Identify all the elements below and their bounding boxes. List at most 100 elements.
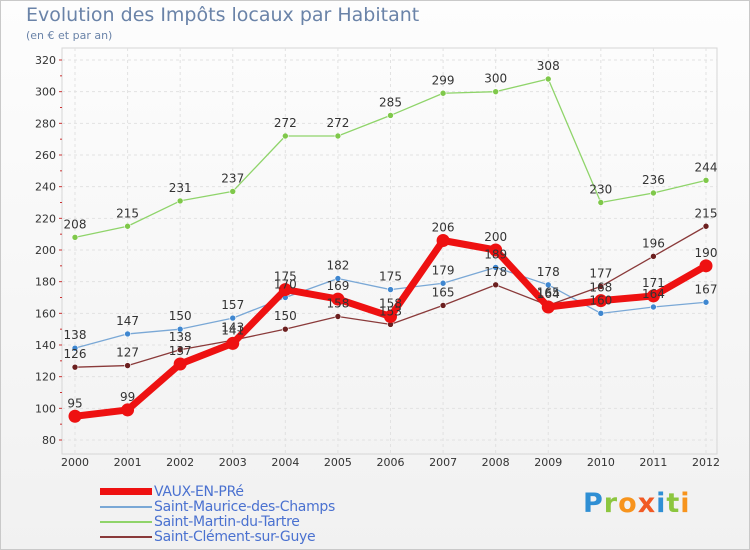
data-point <box>489 243 503 257</box>
y-tick-label: 200 <box>35 244 56 257</box>
data-label: 147 <box>116 314 139 328</box>
data-point <box>278 283 292 297</box>
x-tick-label: 2008 <box>482 456 510 469</box>
legend-label: Saint-Martin-du-Tartre <box>154 514 300 530</box>
x-tick-label: 2007 <box>429 456 457 469</box>
legend-label: Saint-Maurice-des-Champs <box>154 499 336 515</box>
logo-letter: i <box>680 488 691 519</box>
data-label: 157 <box>221 298 244 312</box>
data-label: 164 <box>642 287 665 301</box>
x-tick-label: 2005 <box>324 456 352 469</box>
data-point <box>229 188 237 195</box>
data-label: 126 <box>64 347 87 361</box>
y-tick-label: 160 <box>35 307 56 320</box>
data-point <box>71 234 79 241</box>
data-label: 175 <box>274 270 297 284</box>
y-tick-label: 100 <box>35 402 56 415</box>
data-point <box>646 289 660 303</box>
data-label: 244 <box>695 160 718 174</box>
data-label: 215 <box>695 206 718 220</box>
data-label: 141 <box>221 323 244 337</box>
data-point <box>173 357 187 371</box>
plot-area <box>61 47 718 455</box>
logo-letter: i <box>656 488 667 519</box>
x-tick-label: 2009 <box>534 456 562 469</box>
legend-label: Saint-Clément-sur-Guye <box>154 529 316 545</box>
data-label: 177 <box>589 266 612 280</box>
data-label: 165 <box>432 285 455 299</box>
x-tick-label: 2004 <box>271 456 299 469</box>
data-label: 158 <box>379 297 402 311</box>
y-tick-label: 180 <box>35 276 56 289</box>
data-point <box>176 197 184 205</box>
x-tick-label: 2010 <box>587 456 615 469</box>
data-point <box>124 222 131 230</box>
data-label: 179 <box>432 263 455 277</box>
y-tick-label: 320 <box>35 54 56 67</box>
data-label: 272 <box>274 116 297 130</box>
logo-letter: t <box>666 488 681 519</box>
y-tick-label: 120 <box>35 371 56 384</box>
y-tick-label: 260 <box>35 149 56 162</box>
data-point <box>597 310 605 317</box>
data-label: 153 <box>379 304 402 318</box>
x-tick-label: 2001 <box>114 456 142 469</box>
data-point <box>650 253 657 260</box>
data-point <box>124 330 131 338</box>
data-label: 127 <box>116 346 139 360</box>
logo-letter: P <box>583 488 604 519</box>
data-label: 158 <box>326 297 349 311</box>
chart-subtitle: (en € et par an) <box>26 29 113 42</box>
series-saint-maurice-des-champs <box>71 264 710 352</box>
data-point <box>702 177 710 184</box>
data-point <box>650 303 657 311</box>
y-tick-label: 280 <box>35 117 56 130</box>
data-label: 175 <box>379 270 402 284</box>
data-point <box>68 409 82 423</box>
data-point <box>71 344 79 352</box>
data-point <box>492 88 499 95</box>
data-label: 167 <box>695 282 718 296</box>
data-point <box>439 302 447 309</box>
data-point <box>334 275 342 282</box>
x-tick-label: 2000 <box>61 456 89 469</box>
data-label: 182 <box>326 259 349 273</box>
data-label: 200 <box>484 230 507 244</box>
data-point <box>492 264 499 271</box>
data-label: 189 <box>484 247 507 261</box>
data-label: 150 <box>274 309 297 323</box>
chart-title: Evolution des Impôts locaux par Habitant <box>26 4 420 26</box>
data-point <box>699 259 713 273</box>
data-label: 215 <box>116 206 139 220</box>
data-point <box>702 298 710 306</box>
data-label: 137 <box>169 344 192 358</box>
data-point <box>121 403 135 417</box>
data-label: 208 <box>64 217 87 231</box>
data-label: 206 <box>432 221 455 235</box>
data-label: 178 <box>537 265 560 279</box>
x-tick-label: 2006 <box>377 456 405 469</box>
y-tick-label: 240 <box>35 181 56 194</box>
data-point <box>282 325 289 333</box>
data-point <box>436 234 450 247</box>
series-layer <box>68 75 713 423</box>
legend-swatch <box>100 506 152 508</box>
data-label: 138 <box>169 330 192 344</box>
data-point <box>282 132 289 140</box>
data-point <box>331 292 345 306</box>
data-label: 160 <box>589 293 612 307</box>
legend-swatch <box>100 536 152 538</box>
data-label: 178 <box>484 265 507 279</box>
data-label: 272 <box>326 116 349 130</box>
data-label: 138 <box>64 328 87 342</box>
data-point <box>387 286 394 293</box>
data-label: 237 <box>221 171 244 185</box>
data-point <box>544 75 552 83</box>
data-label-layer: 208 215 231 237 272 272 285 299 300 308 230 236 244 1… <box>64 59 718 410</box>
data-label: 230 <box>589 183 612 197</box>
data-point <box>384 310 397 323</box>
data-label: 169 <box>326 279 349 293</box>
data-point <box>176 325 184 333</box>
data-label: 171 <box>642 276 665 290</box>
